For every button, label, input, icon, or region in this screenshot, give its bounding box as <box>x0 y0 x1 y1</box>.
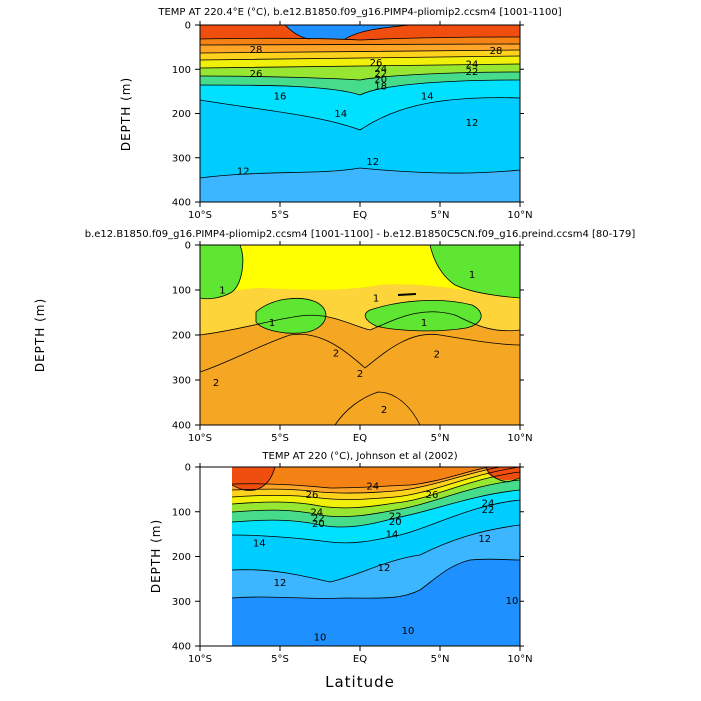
contour-label: 18 <box>374 82 387 93</box>
y-tick-label: 100 <box>172 286 191 297</box>
contour-label: 10 <box>314 633 327 644</box>
x-tick-label: EQ <box>353 210 367 221</box>
panel-3-ylabel: DEPTH (m) <box>149 519 163 593</box>
x-tick-label: 10°S <box>188 433 212 444</box>
panel-3-field <box>200 467 520 646</box>
panel-1-field <box>200 25 520 202</box>
x-tick-label: 5°N <box>431 433 450 444</box>
panel-1-x-axis: 10°S 5°S EQ 5°N 10°N <box>188 21 533 221</box>
contour-label: 22 <box>482 505 495 516</box>
contour-label: 16 <box>274 91 287 102</box>
y-tick-label: 300 <box>172 376 191 387</box>
contour-label: 2 <box>381 405 387 416</box>
contour-label: 26 <box>426 490 439 501</box>
contour-label: 28 <box>490 46 503 57</box>
contour-label: 22 <box>312 514 325 525</box>
x-tick-label: EQ <box>353 654 367 665</box>
contour-label: 22 <box>389 512 402 523</box>
contour-label: 22 <box>374 69 387 80</box>
panel-3-y-axis: 0 100 200 300 400 <box>172 463 524 653</box>
x-tick-label: EQ <box>353 433 367 444</box>
contour-label: 2 <box>213 378 219 389</box>
contour-label: 1 <box>269 318 275 329</box>
contour-label: 24 <box>482 498 495 509</box>
contour-label: 10 <box>402 626 415 637</box>
contour-label: 12 <box>366 157 379 168</box>
contour-label: 26 <box>306 490 319 501</box>
x-tick-label: 5°S <box>271 654 289 665</box>
contour-label: 12 <box>466 118 479 129</box>
contour-label: 20 <box>389 517 402 528</box>
x-tick-label: 10°S <box>188 210 212 221</box>
contour-label: 28 <box>250 45 263 56</box>
contour-label: 12 <box>378 563 391 574</box>
contour-label: 1 <box>219 286 225 297</box>
y-tick-label: 400 <box>172 198 191 209</box>
panel-1-ylabel: DEPTH (m) <box>119 77 133 151</box>
contour-label: 20 <box>312 519 325 530</box>
panel-2-ylabel: DEPTH (m) <box>33 298 47 372</box>
panel-1-y-axis: 0 100 200 300 400 <box>172 21 524 209</box>
y-tick-label: 400 <box>172 421 191 432</box>
y-tick-label: 200 <box>172 331 191 342</box>
x-tick-label: 5°N <box>431 654 450 665</box>
contour-label: 24 <box>466 59 479 70</box>
x-tick-label: 5°N <box>431 210 450 221</box>
y-tick-label: 0 <box>185 21 191 32</box>
y-tick-label: 200 <box>172 552 191 563</box>
contour-label: 24 <box>366 481 379 492</box>
y-tick-label: 300 <box>172 597 191 608</box>
panel-2-title: b.e12.B1850.f09_g16.PIMP4-pliomip2.ccsm4… <box>85 229 636 240</box>
contour-label: 14 <box>334 109 347 120</box>
x-tick-label: 10°S <box>188 654 212 665</box>
contour-label: 26 <box>250 69 263 80</box>
contour-label: 12 <box>274 578 287 589</box>
contour-label: 2 <box>357 369 363 380</box>
contour-label: 12 <box>237 167 250 178</box>
y-tick-label: 0 <box>185 463 191 474</box>
x-tick-label: 10°N <box>507 654 532 665</box>
contour-label: 1 <box>469 270 475 281</box>
panel-2-contour-labels: 1 1 1 1 1 2 2 2 2 2 <box>213 270 475 416</box>
x-tick-label: 5°S <box>271 210 289 221</box>
contour-label: 10 <box>506 596 519 607</box>
y-tick-label: 200 <box>172 109 191 120</box>
contour-label: 14 <box>421 91 434 102</box>
y-tick-label: 400 <box>172 642 191 653</box>
contour-label: 22 <box>466 67 479 78</box>
x-tick-label: 10°N <box>507 433 532 444</box>
x-tick-label: 5°S <box>271 433 289 444</box>
contour-label: 20 <box>374 74 387 85</box>
y-tick-label: 100 <box>172 65 191 76</box>
contour-label: 24 <box>374 64 387 75</box>
contour-label: 1 <box>421 318 427 329</box>
panel-1-title: TEMP AT 220.4°E (°C), b.e12.B1850.f09_g1… <box>157 7 561 18</box>
contour-label: 14 <box>386 530 399 541</box>
contour-label: 26 <box>370 58 383 69</box>
contour-label: 2 <box>434 349 440 360</box>
y-tick-label: 300 <box>172 153 191 164</box>
x-tick-label: 10°N <box>507 210 532 221</box>
contour-label: 2 <box>333 349 339 360</box>
panel-3: TEMP AT 220 (°C), Johnson et al (2002) <box>149 451 533 665</box>
contour-label: 1 <box>373 294 379 305</box>
panel-2-y-axis: 0 100 200 300 400 <box>172 241 524 432</box>
panel-3-title: TEMP AT 220 (°C), Johnson et al (2002) <box>261 451 457 462</box>
contour-label: 12 <box>478 534 491 545</box>
y-tick-label: 0 <box>185 241 191 252</box>
panel-3-x-axis: 10°S 5°S EQ 5°N 10°N <box>188 463 533 665</box>
y-tick-label: 100 <box>172 507 191 518</box>
x-axis-title: Latitude <box>325 673 395 691</box>
panel-2-field <box>200 245 520 425</box>
panel-2-x-axis: 10°S 5°S EQ 5°N 10°N <box>188 241 533 444</box>
panel-2: b.e12.B1850.f09_g16.PIMP4-pliomip2.ccsm4… <box>33 229 635 444</box>
contour-label: 14 <box>253 539 266 550</box>
panel-1: TEMP AT 220.4°E (°C), b.e12.B1850.f09_g1… <box>119 7 562 221</box>
contour-label: 24 <box>310 507 323 518</box>
